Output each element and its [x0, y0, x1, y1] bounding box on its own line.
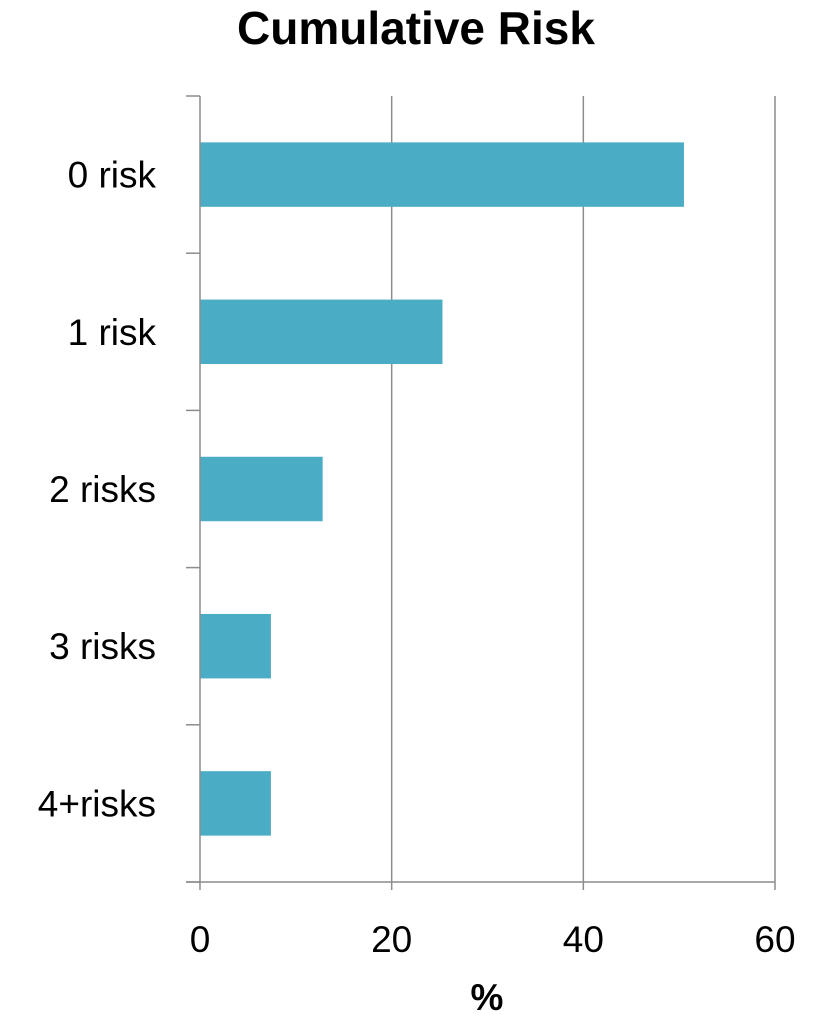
bar-1: [200, 142, 684, 207]
x-tick-label-40: 40: [563, 919, 604, 960]
category-label-2: 1 risk: [68, 312, 157, 353]
category-label-5: 4+risks: [38, 783, 156, 824]
bar-3: [200, 456, 323, 522]
x-tick-label-0: 0: [190, 919, 211, 960]
x-tick-label-20: 20: [371, 919, 412, 960]
bar-5: [200, 771, 271, 836]
category-label-3: 2 risks: [49, 469, 156, 510]
category-labels: 0 risk 1 risk 2 risks 3 risks 4+risks: [38, 155, 157, 825]
axes: [186, 95, 776, 890]
x-axis-label: %: [471, 977, 504, 1018]
x-tick-label-60: 60: [754, 919, 795, 960]
category-label-4: 3 risks: [49, 626, 156, 667]
tick-labels: 0 20 40 60: [190, 919, 796, 960]
category-label-1: 0 risk: [68, 155, 157, 196]
bar-4: [200, 613, 271, 679]
bar-2: [200, 299, 443, 365]
gridlines: [390, 96, 776, 882]
bars: [200, 142, 684, 836]
chart-title: Cumulative Risk: [237, 2, 595, 54]
